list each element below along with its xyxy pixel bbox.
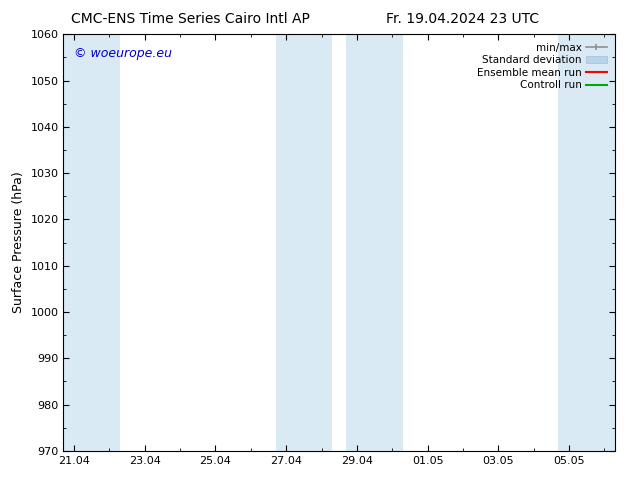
Bar (63, 34, 120, 451)
Bar (559, 34, 615, 451)
Text: © woeurope.eu: © woeurope.eu (74, 47, 172, 60)
Text: CMC-ENS Time Series Cairo Intl AP: CMC-ENS Time Series Cairo Intl AP (71, 12, 309, 26)
Bar (346, 34, 403, 451)
Y-axis label: Surface Pressure (hPa): Surface Pressure (hPa) (12, 172, 25, 314)
Legend: min/max, Standard deviation, Ensemble mean run, Controll run: min/max, Standard deviation, Ensemble me… (474, 40, 610, 94)
Text: Fr. 19.04.2024 23 UTC: Fr. 19.04.2024 23 UTC (386, 12, 540, 26)
Bar (276, 34, 332, 451)
